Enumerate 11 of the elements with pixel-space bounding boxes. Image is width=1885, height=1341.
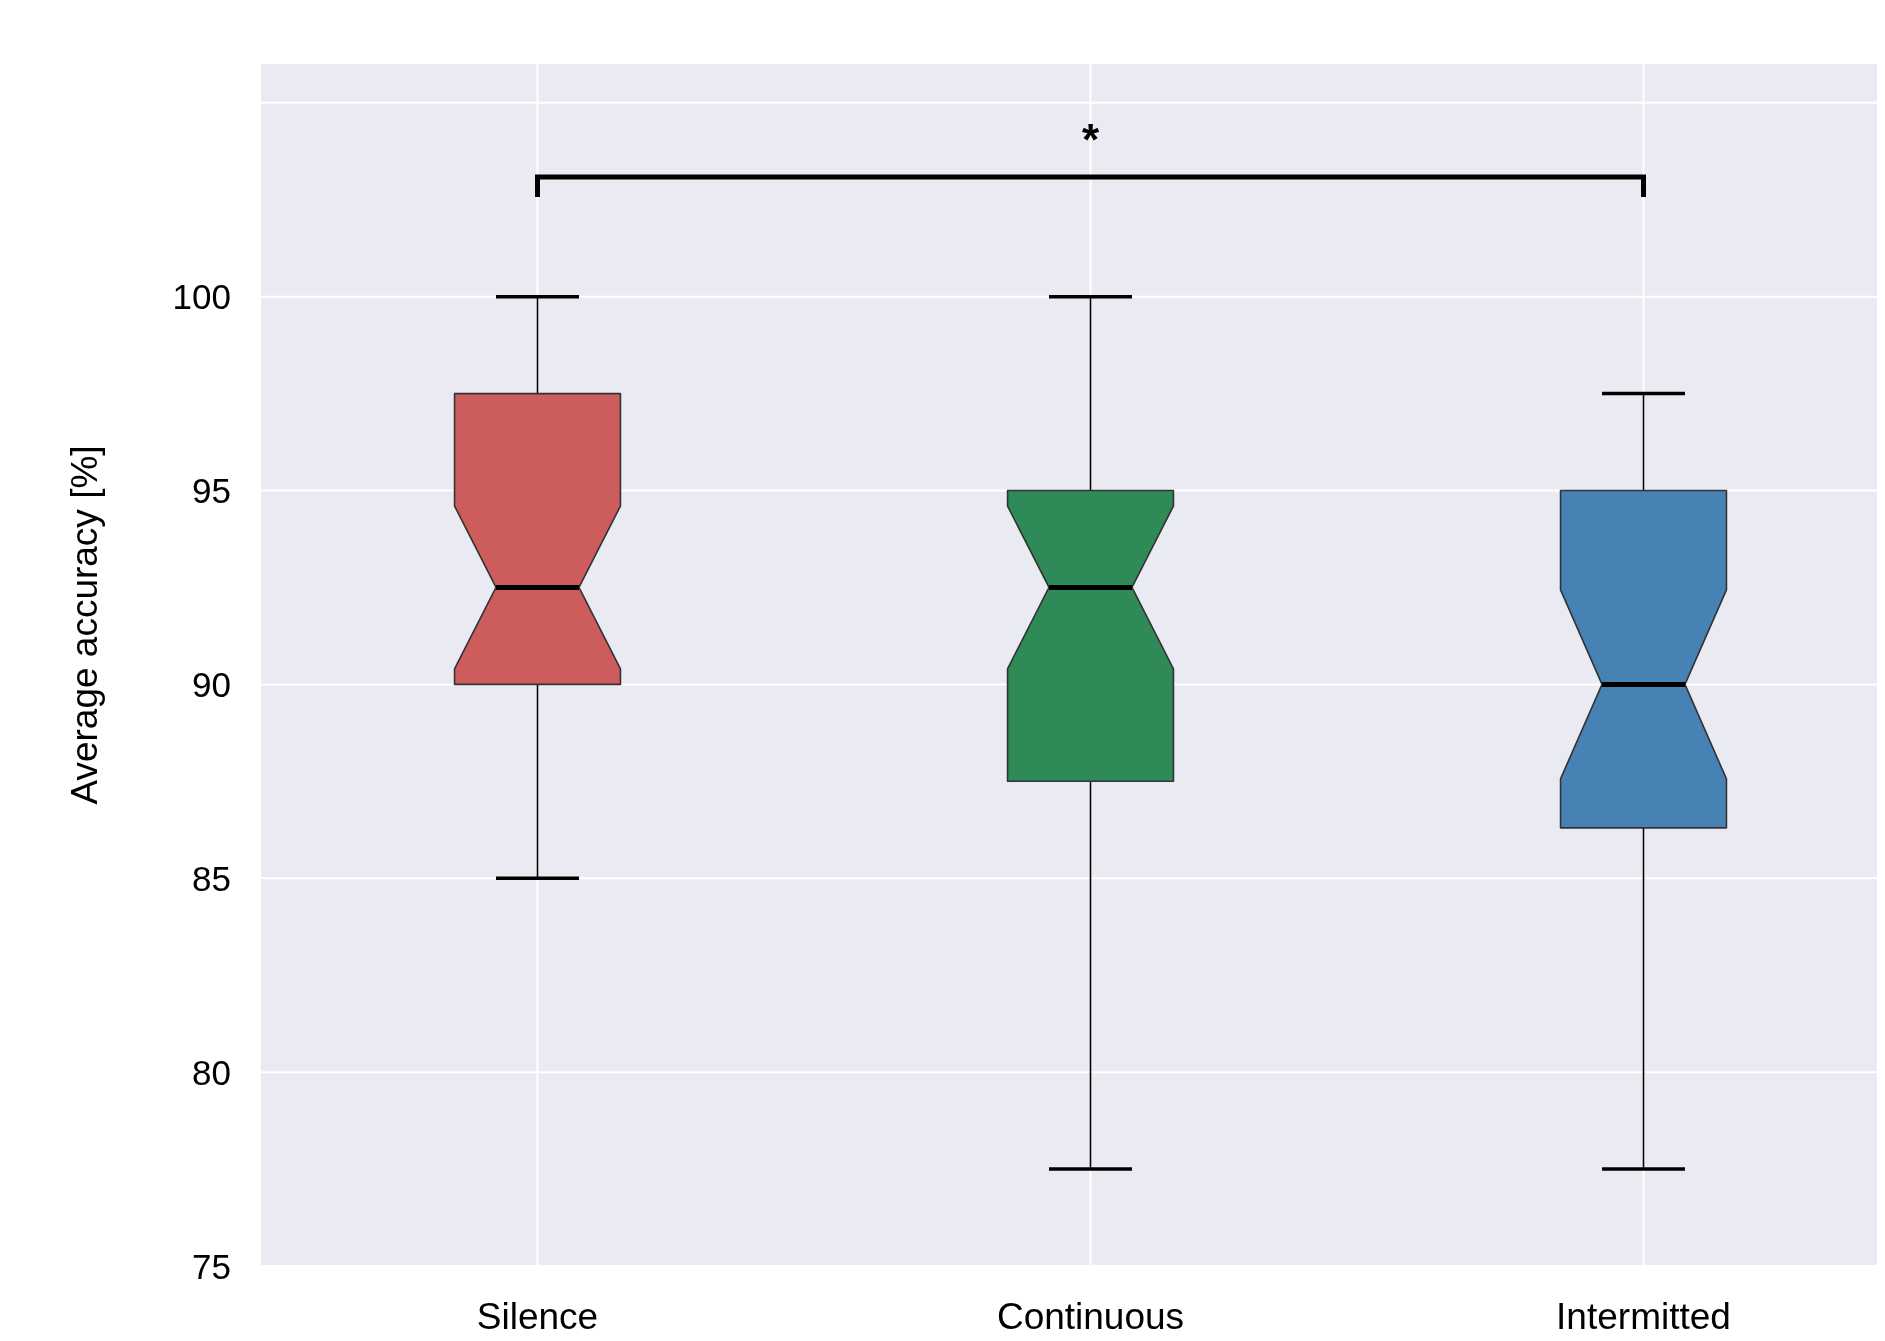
y-tick-label: 100	[172, 277, 231, 317]
y-axis-title: Average accuracy [%]	[63, 445, 105, 805]
x-tick-label: Silence	[476, 1295, 599, 1337]
y-tick-label: 75	[192, 1246, 231, 1286]
y-tick-label: 90	[192, 664, 231, 704]
annotation: *	[1081, 114, 1100, 164]
y-tick-label: 80	[192, 1052, 231, 1092]
x-tick-label: Intermitted	[1556, 1295, 1731, 1337]
y-tick-label: 95	[192, 471, 231, 511]
y-tick-label: 85	[192, 858, 231, 898]
x-tick-label: Continuous	[996, 1295, 1185, 1337]
